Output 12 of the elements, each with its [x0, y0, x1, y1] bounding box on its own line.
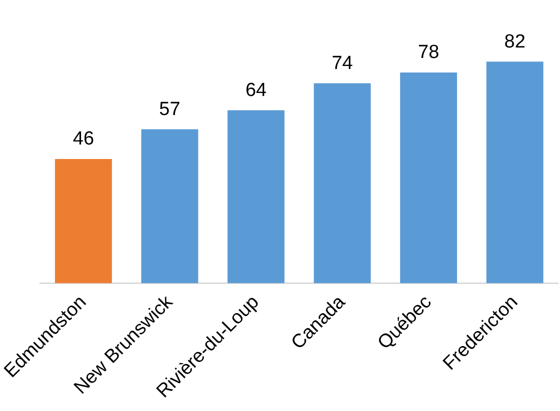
data-label: 57: [159, 98, 180, 120]
bar: [228, 110, 284, 284]
bar: [141, 129, 198, 284]
data-label: 74: [332, 52, 354, 74]
bar: [486, 62, 544, 284]
bar: [400, 72, 458, 284]
bar: [314, 83, 371, 284]
bar: [54, 158, 112, 284]
data-label: 64: [245, 80, 267, 102]
data-label: 46: [72, 128, 94, 150]
data-label: 82: [504, 31, 526, 52]
data-label: 78: [418, 42, 440, 64]
